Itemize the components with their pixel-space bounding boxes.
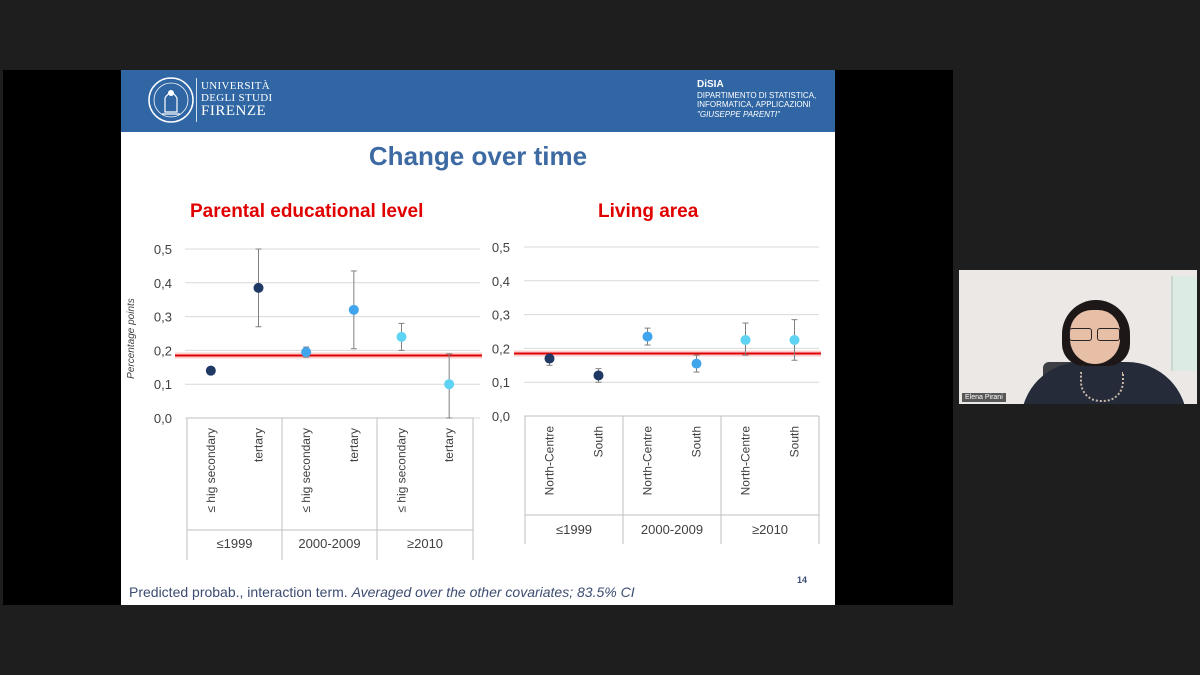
slide-title: Change over time xyxy=(368,141,588,171)
university-seal-icon xyxy=(148,77,194,123)
header-divider xyxy=(196,78,197,122)
x-group-label: ≤1999 xyxy=(216,536,252,551)
y-tick-label: 0,2 xyxy=(492,341,510,356)
data-point xyxy=(396,331,407,342)
x-category-label: ≤ hig secondary xyxy=(204,428,218,513)
y-tick-label: 0,4 xyxy=(154,276,172,291)
data-point xyxy=(593,370,604,381)
data-point xyxy=(691,358,702,369)
participant-glasses xyxy=(1069,328,1121,341)
data-point xyxy=(253,282,264,293)
data-point xyxy=(301,347,312,358)
charts-canvas: 0,0 0,1 0,2 0,3 0,4 0,5 Percentage points ≤ hig… xyxy=(126,240,821,560)
university-name-line2: DEGLI STUDI xyxy=(201,92,273,104)
data-point xyxy=(348,304,359,315)
chart-title-parental-education: Parental educational level xyxy=(190,201,424,222)
x-category-label: ≤ hig secondary xyxy=(299,428,313,513)
x-category-label: South xyxy=(788,426,802,457)
x-group-label: ≥2010 xyxy=(407,536,443,551)
video-shelf xyxy=(1171,276,1197,371)
y-tick-label: 0,1 xyxy=(154,377,172,392)
y-tick-label: 0,1 xyxy=(492,375,510,390)
x-group-label: ≥2010 xyxy=(752,522,788,537)
x-group-label: ≤1999 xyxy=(556,522,592,537)
x-group-label: 2000-2009 xyxy=(298,536,360,551)
x-category-label: tertary xyxy=(347,428,361,462)
footer-plain-text: Predicted probab., interaction term. xyxy=(129,584,352,600)
y-tick-label: 0,0 xyxy=(154,411,172,426)
x-category-label: ≤ hig secondary xyxy=(395,428,409,513)
y-tick-label: 0,3 xyxy=(492,308,510,323)
y-tick-label: 0,5 xyxy=(492,240,510,255)
x-group-label: 2000-2009 xyxy=(641,522,703,537)
y-tick-label: 0,2 xyxy=(154,343,172,358)
participant-face xyxy=(1070,310,1120,364)
department-line3: "GIUSEPPE PARENTI" xyxy=(697,109,780,119)
university-name-line1: UNIVERSITÀ xyxy=(201,80,270,92)
y-axis-label: Percentage points xyxy=(126,298,137,379)
data-point xyxy=(642,331,653,342)
data-point xyxy=(444,379,455,390)
x-category-label: North-Centre xyxy=(641,426,655,496)
department-line2: INFORMATICA, APPLICAZIONI xyxy=(697,100,811,109)
university-name: UNIVERSITÀ DEGLI STUDI FIRENZE xyxy=(201,80,273,119)
x-category-label: South xyxy=(690,426,704,457)
x-category-label: tertary xyxy=(442,428,456,462)
chart-title-living-area: Living area xyxy=(598,201,699,222)
participant-name-label: Elena Pirani xyxy=(962,393,1006,402)
data-point xyxy=(544,353,555,364)
x-category-label: North-Centre xyxy=(739,426,753,496)
x-category-label: South xyxy=(592,426,606,457)
x-category-label: North-Centre xyxy=(543,426,557,496)
x-category-label: tertary xyxy=(252,428,266,462)
department-acronym: DiSIA xyxy=(697,79,724,90)
data-point xyxy=(205,365,216,376)
y-tick-label: 0,4 xyxy=(492,274,510,289)
department-line1: DIPARTIMENTO DI STATISTICA, xyxy=(697,90,817,100)
data-point xyxy=(789,334,800,345)
y-tick-label: 0,3 xyxy=(154,310,172,325)
y-tick-label: 0,0 xyxy=(492,409,510,424)
participant-video-tile[interactable]: Elena Pirani xyxy=(959,270,1197,404)
department-name: DiSIA DIPARTIMENTO DI STATISTICA, INFORM… xyxy=(697,80,816,119)
slide-number: 14 xyxy=(797,575,808,585)
slide-header: UNIVERSITÀ DEGLI STUDI FIRENZE DiSIA DIP… xyxy=(121,70,835,132)
data-point xyxy=(740,334,751,345)
presentation-slide: UNIVERSITÀ DEGLI STUDI FIRENZE DiSIA DIP… xyxy=(121,70,835,605)
participant-necklace xyxy=(1080,372,1124,402)
slide-footer: Predicted probab., interaction term. Ave… xyxy=(129,584,635,600)
university-name-line3: FIRENZE xyxy=(201,103,267,119)
footer-italic-text: Averaged over the other covariates; 83.5… xyxy=(351,584,635,600)
y-tick-label: 0,5 xyxy=(154,242,172,257)
